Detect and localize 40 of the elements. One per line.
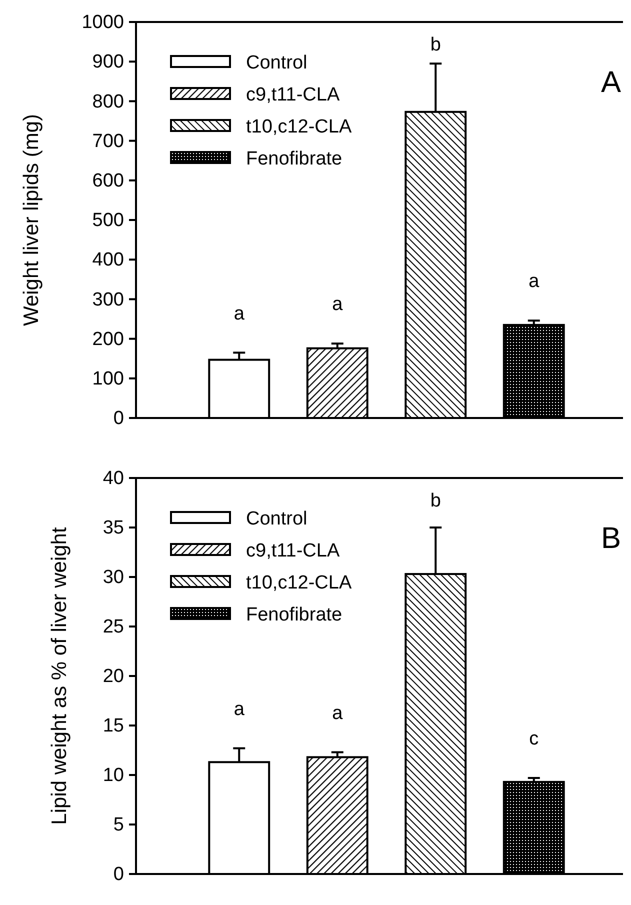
y-tick-label: 1000	[82, 12, 124, 34]
y-tick-label: 5	[113, 814, 124, 836]
annotation: a	[332, 702, 344, 724]
annotation: b	[430, 34, 441, 56]
legend-label: c9,t11-CLA	[246, 540, 340, 562]
text: B	[600, 522, 621, 555]
y-tick-label: 10	[102, 765, 124, 786]
y-tick-label: 200	[92, 328, 124, 350]
y-tick-label: 500	[92, 210, 124, 232]
annotation: b	[430, 490, 441, 512]
legend-label: Fenofibrate	[246, 148, 342, 170]
y-tick-label: 800	[92, 91, 124, 112]
legend-label: Fenofibrate	[246, 604, 342, 626]
annotation: a	[234, 303, 245, 324]
y-tick-label: 0	[113, 408, 124, 430]
text: A	[600, 66, 621, 99]
annotation: c	[529, 728, 539, 750]
y-tick-label: 20	[102, 666, 124, 688]
legend-label: t10,c12-CLA	[246, 572, 352, 594]
y-tick-label: 600	[92, 170, 124, 192]
y-axis-title: Lipid weight as % of liver weight	[48, 527, 71, 825]
y-tick-label: 30	[102, 567, 124, 588]
y-axis-title: Weight liver lipids (mg)	[20, 114, 43, 326]
y-tick-label: 900	[92, 52, 124, 73]
annotation: a	[234, 698, 245, 720]
legend-label: t10,c12-CLA	[246, 116, 352, 138]
y-tick-label: 400	[92, 250, 124, 271]
y-tick-label: 40	[102, 468, 124, 490]
y-tick-label: 15	[102, 716, 124, 737]
y-tick-label: 300	[92, 289, 124, 310]
legend-label: c9,t11-CLA	[246, 84, 340, 106]
y-tick-label: 35	[102, 518, 124, 539]
legend-label: Control	[246, 508, 308, 530]
annotation: a	[332, 294, 344, 316]
legend-label: Control	[246, 52, 308, 74]
y-tick-label: 25	[102, 616, 124, 638]
y-tick-label: 700	[92, 130, 124, 152]
y-tick-label: 0	[113, 864, 124, 886]
annotation: a	[528, 271, 540, 292]
y-tick-label: 100	[92, 368, 124, 390]
